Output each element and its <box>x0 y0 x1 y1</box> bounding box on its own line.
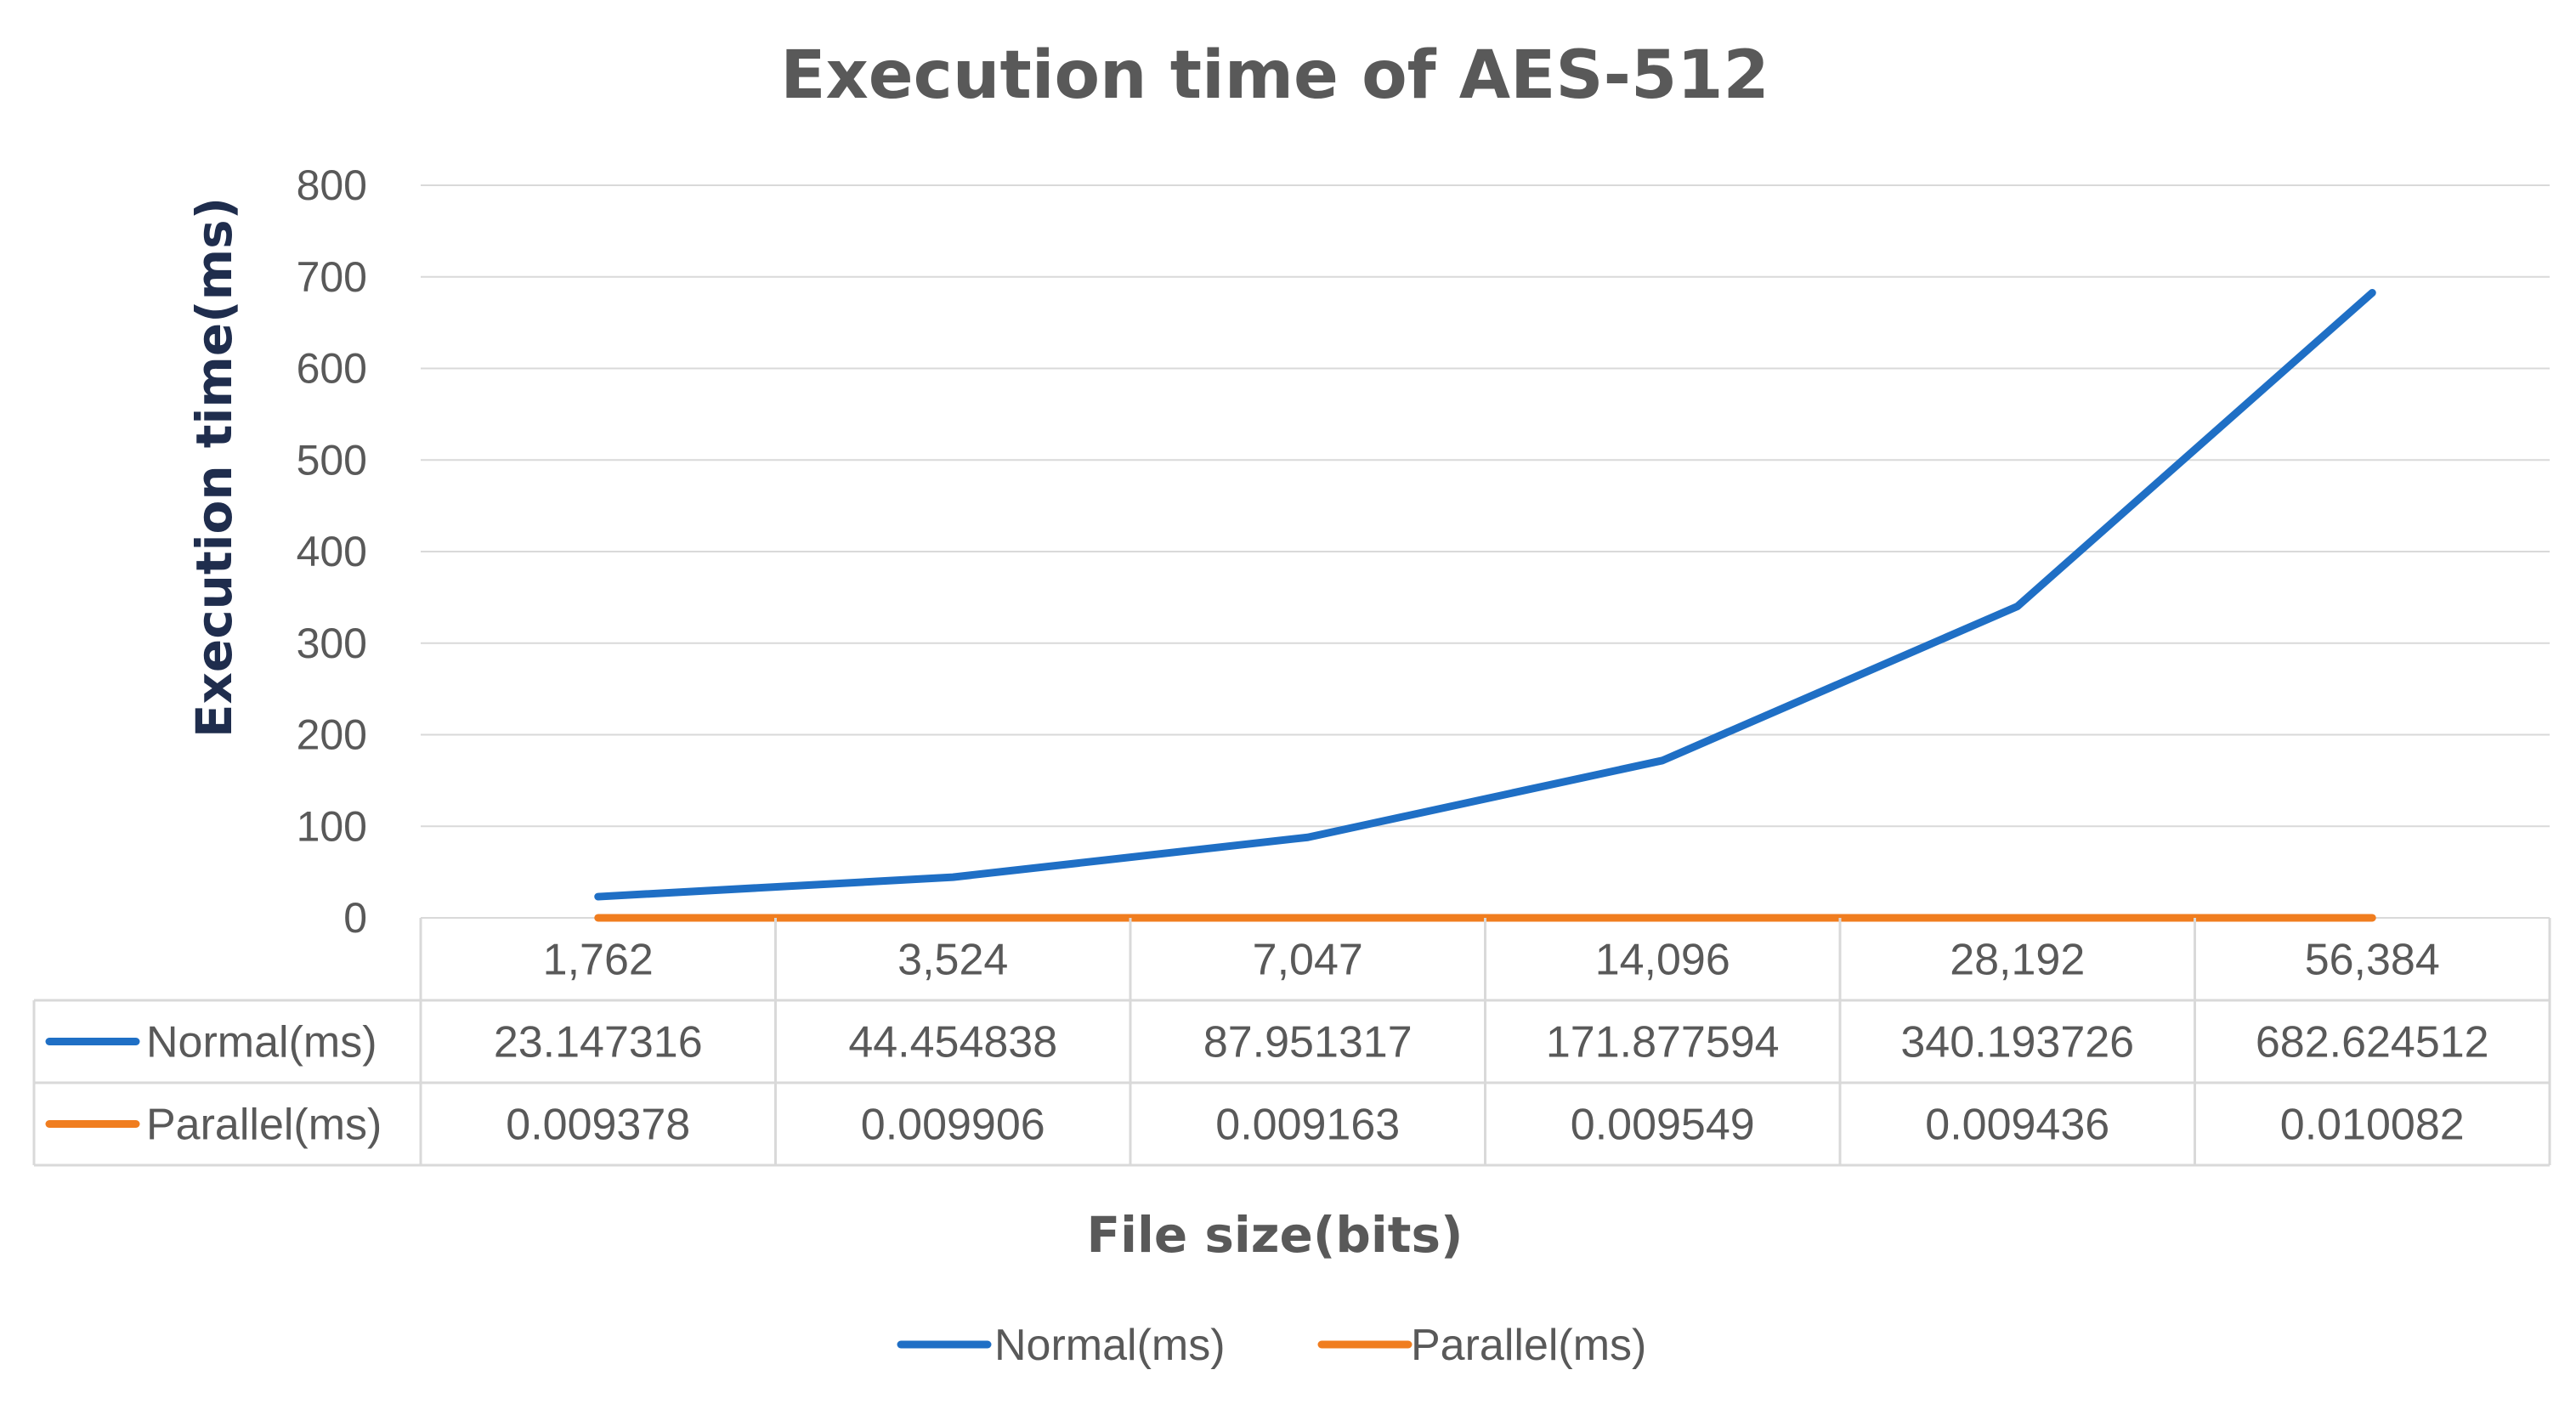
y-tick-label: 200 <box>297 711 367 759</box>
y-tick-label: 800 <box>297 161 367 209</box>
legend-label: Parallel(ms) <box>1411 1321 1646 1370</box>
series-lines <box>594 288 2376 922</box>
x-tick-label: 28,192 <box>1950 936 2085 985</box>
y-tick-label: 100 <box>297 802 367 850</box>
y-tick-label: 0 <box>343 894 367 942</box>
table-series-name: Parallel(ms) <box>146 1101 382 1150</box>
y-tick-label: 300 <box>297 620 367 667</box>
x-tick-label: 1,762 <box>543 936 654 985</box>
x-tick-label: 14,096 <box>1595 936 1730 985</box>
data-label: 87.951317 <box>1203 1018 1413 1067</box>
data-label: 171.877594 <box>1546 1018 1780 1067</box>
data-label: 23.147316 <box>494 1018 703 1067</box>
data-label: 0.010082 <box>2280 1101 2465 1150</box>
y-tick-label: 500 <box>297 436 367 484</box>
y-axis-label: Execution time(ms) <box>185 197 243 738</box>
data-label: 0.009906 <box>861 1101 1045 1150</box>
x-tick-label: 7,047 <box>1253 936 1363 985</box>
y-tick-label: 700 <box>297 253 367 301</box>
series-line <box>594 288 2376 901</box>
x-tick-label: 3,524 <box>897 936 1008 985</box>
gridlines <box>421 184 2550 919</box>
y-tick-label: 600 <box>297 345 367 393</box>
x-tick-label: 56,384 <box>2305 936 2440 985</box>
data-label: 44.454838 <box>848 1018 1057 1067</box>
y-tick-label: 400 <box>297 528 367 575</box>
data-table: 1,762 3,524 7,047 14,096 28,192 56,384 Normal(… <box>32 918 2551 1167</box>
y-axis-ticks: 0 100 200 300 400 500 600 700 800 <box>297 161 367 942</box>
data-label: 0.009549 <box>1571 1101 1755 1150</box>
data-label: 340.193726 <box>1900 1018 2134 1067</box>
data-label: 682.624512 <box>2256 1018 2489 1067</box>
data-label: 0.009378 <box>506 1101 690 1150</box>
data-label: 0.009163 <box>1215 1101 1400 1150</box>
legend-label: Normal(ms) <box>994 1321 1226 1370</box>
data-label: 0.009436 <box>1925 1101 2109 1150</box>
chart-title: Execution time of AES-512 <box>780 37 1769 114</box>
legend: Normal(ms) Parallel(ms) <box>897 1321 1646 1370</box>
table-series-name: Normal(ms) <box>146 1018 377 1067</box>
x-axis-label: File size(bits) <box>1086 1206 1463 1264</box>
